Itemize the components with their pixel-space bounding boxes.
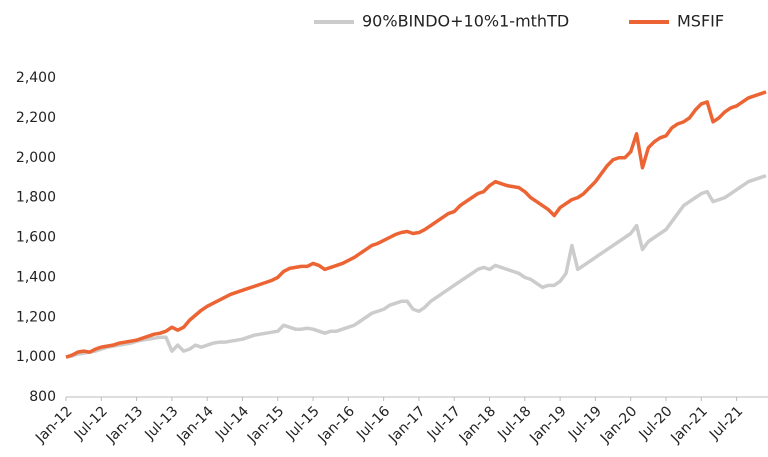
legend-label: MSFIF [677, 12, 724, 31]
x-tick-label: Jan-15 [244, 403, 287, 446]
series-line [65, 174, 767, 359]
x-tick-label: Jan-19 [526, 403, 569, 446]
y-tick-label: 2,400 [16, 70, 56, 86]
x-tick-label: Jan-20 [597, 403, 640, 446]
y-tick-label: 1,000 [16, 349, 56, 365]
series-line [65, 90, 767, 359]
legend-label: 90%BINDO+10%1-mthTD [362, 12, 569, 31]
y-tick-label: 1,600 [16, 230, 56, 246]
x-tick-label: Jan-16 [315, 403, 359, 447]
x-tick-label: Jan-21 [667, 403, 710, 446]
x-tick-label: Jan-14 [173, 403, 217, 447]
x-tick-label: Jan-12 [32, 403, 75, 446]
y-tick-label: 2,000 [16, 150, 56, 166]
y-tick-label: 800 [29, 389, 56, 405]
y-tick-label: 1,800 [16, 190, 56, 206]
x-tick-label: Jul-21 [706, 403, 746, 443]
y-tick-label: 1,200 [16, 309, 56, 325]
x-tick-label: Jan-18 [456, 403, 499, 446]
x-tick-label: Jan-13 [103, 403, 146, 446]
x-tick-label: Jan-17 [385, 403, 428, 446]
y-tick-label: 2,200 [16, 110, 56, 126]
legend: 90%BINDO+10%1-mthTD MSFIF [314, 12, 724, 31]
y-tick-label: 1,400 [16, 269, 56, 285]
